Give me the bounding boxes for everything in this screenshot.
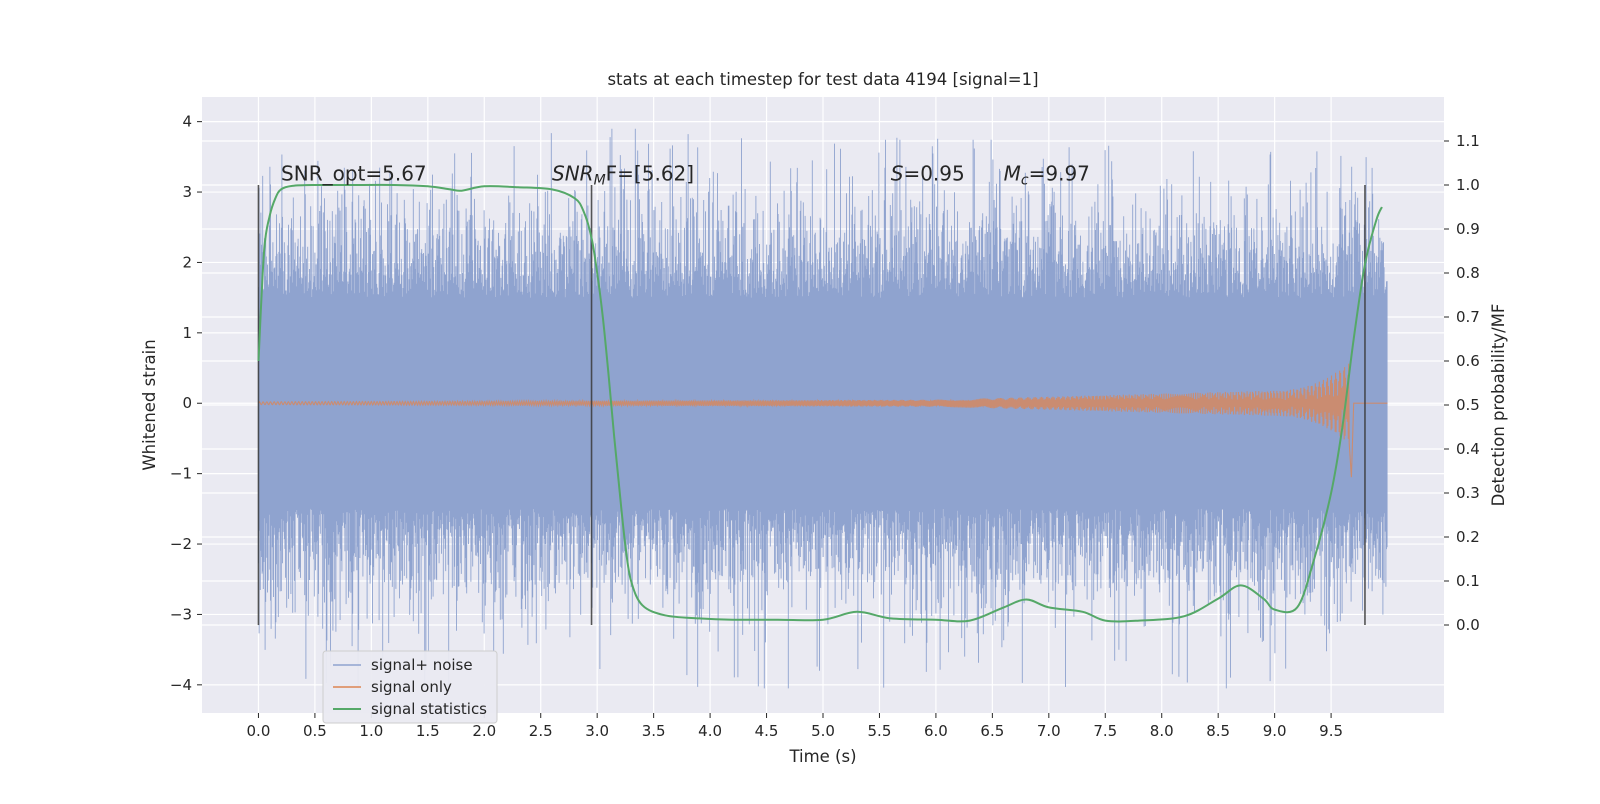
- annotation-snr-mf-part-2: F=[5.62]: [606, 162, 694, 186]
- x-tick-label-14: 7.0: [1037, 722, 1061, 740]
- y-right-tick-label-5: 0.5: [1456, 396, 1480, 414]
- x-tick-label-11: 5.5: [868, 722, 892, 740]
- axis-ticks: 0.0 0.5 1.0 1.5 2.0 2.5 3.0 3.5 4.0 4.5 5.0 5.5 6.0 6…: [170, 113, 1480, 740]
- legend: signal+ noise signal only signal statist…: [322, 650, 498, 724]
- signal-statistics-trace: [257, 183, 1383, 623]
- y-right-tick-label-4: 0.4: [1456, 440, 1480, 458]
- y-left-tick-label-5: 1: [182, 324, 192, 342]
- y-left-tick-label-0: −4: [170, 676, 192, 694]
- annotation-snr-mf: SNRMF=[5.62]: [552, 162, 694, 189]
- x-tick-label-15: 7.5: [1093, 722, 1117, 740]
- x-tick-label-18: 9.0: [1263, 722, 1287, 740]
- x-axis-label: Time (s): [788, 747, 856, 766]
- x-tick-label-10: 5.0: [811, 722, 835, 740]
- x-tick-label-7: 3.5: [642, 722, 666, 740]
- y-left-tick-label-2: −2: [170, 535, 192, 553]
- legend-label-signal-statistics: signal statistics: [371, 700, 487, 718]
- y-left-tick-label-1: −3: [170, 605, 192, 623]
- y-right-tick-label-10: 1.0: [1456, 176, 1480, 194]
- y-left-tick-label-4: 0: [182, 394, 192, 412]
- signal-statistics-series: [257, 183, 1383, 623]
- annotation-mc-stat-part-2: =9.97: [1029, 162, 1090, 186]
- annotation-snr-opt-part-0: SNR_opt=5.67: [281, 162, 427, 186]
- y-right-tick-label-6: 0.6: [1456, 352, 1480, 370]
- x-tick-label-8: 4.0: [698, 722, 722, 740]
- y-right-tick-label-8: 0.8: [1456, 264, 1480, 282]
- annotation-snr-opt: SNR_opt=5.67: [281, 162, 427, 186]
- annotation-mc-stat-part-0: M: [1004, 162, 1021, 186]
- x-tick-label-2: 1.0: [359, 722, 383, 740]
- y-axis-left-label: Whitened strain: [140, 339, 159, 470]
- x-tick-label-5: 2.5: [529, 722, 553, 740]
- y-right-tick-label-1: 0.1: [1456, 572, 1480, 590]
- chart-title: stats at each timestep for test data 419…: [607, 70, 1038, 89]
- x-tick-label-16: 8.0: [1150, 722, 1174, 740]
- x-tick-label-1: 0.5: [303, 722, 327, 740]
- signal-only-series: [257, 363, 1388, 478]
- y-axis-right-label: Detection probability/MF: [1489, 304, 1508, 507]
- legend-box: [322, 650, 498, 724]
- annotation-mc-stat: Mc=9.97: [1004, 162, 1090, 189]
- x-tick-label-6: 3.0: [585, 722, 609, 740]
- annotation-snr-mf-part-0: SNR: [552, 162, 594, 186]
- x-tick-label-3: 1.5: [416, 722, 440, 740]
- annotation-s-stat-part-1: =0.95: [903, 162, 964, 186]
- annotations: SNR_opt=5.67 SNRMF=[5.62] S=0.95 Mc=9.97: [281, 162, 1090, 189]
- x-tick-label-19: 9.5: [1319, 722, 1343, 740]
- marker-vertical-lines: [257, 185, 1366, 625]
- legend-label-signal-only: signal only: [371, 678, 452, 696]
- annotation-snr-mf-part-1: M: [594, 173, 606, 189]
- y-left-tick-label-7: 3: [182, 183, 192, 201]
- x-tick-label-17: 8.5: [1206, 722, 1230, 740]
- y-right-tick-label-11: 1.1: [1456, 132, 1480, 150]
- y-left-tick-label-6: 2: [182, 253, 192, 271]
- y-right-tick-label-3: 0.3: [1456, 484, 1480, 502]
- annotation-s-stat: S=0.95: [891, 162, 965, 186]
- x-tick-label-9: 4.5: [755, 722, 779, 740]
- y-right-tick-label-2: 0.2: [1456, 528, 1480, 546]
- y-left-tick-label-8: 4: [182, 113, 192, 131]
- x-tick-label-0: 0.0: [247, 722, 271, 740]
- y-right-tick-label-0: 0.0: [1456, 616, 1480, 634]
- y-right-tick-label-7: 0.7: [1456, 308, 1480, 326]
- signal-only-trace: [257, 363, 1388, 478]
- x-tick-label-4: 2.0: [472, 722, 496, 740]
- annotation-s-stat-part-0: S: [891, 162, 904, 186]
- x-tick-label-13: 6.5: [980, 722, 1004, 740]
- annotation-mc-stat-part-1: c: [1021, 173, 1029, 189]
- y-left-tick-label-3: −1: [170, 465, 192, 483]
- x-tick-label-12: 6.0: [924, 722, 948, 740]
- legend-label-signal-noise: signal+ noise: [371, 656, 473, 674]
- y-right-tick-label-9: 0.9: [1456, 220, 1480, 238]
